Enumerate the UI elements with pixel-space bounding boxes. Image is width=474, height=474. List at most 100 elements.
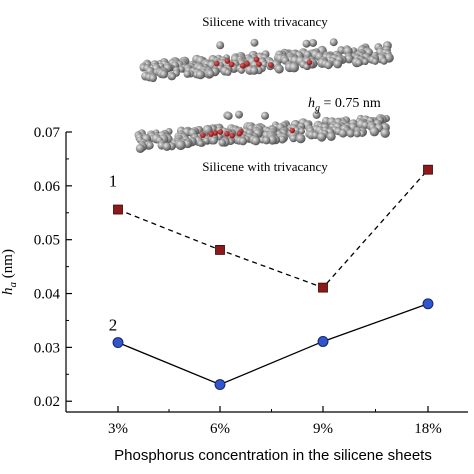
silicon-atom (380, 57, 388, 65)
y-tick-label: 0.04 (34, 287, 61, 303)
silicon-atom (298, 127, 306, 135)
silicon-atom (162, 142, 172, 151)
data-point-series-1 (423, 164, 433, 175)
series-label-1: 1 (109, 172, 118, 191)
y-tick-label: 0.06 (34, 179, 61, 195)
phosphorus-atom (224, 131, 230, 137)
silicon-atom (289, 134, 298, 143)
x-tick-label: 18% (414, 421, 442, 437)
silicon-atom (267, 135, 277, 145)
axes (65, 132, 468, 413)
y-axis-label: ha (nm) (0, 249, 19, 295)
phosphorus-atom (200, 132, 206, 138)
silicon-atom (380, 128, 390, 138)
silicon-atom (262, 136, 271, 145)
gap-label-sub: g (315, 103, 320, 114)
phosphorus-atom (236, 130, 243, 137)
silicon-atom (218, 139, 227, 147)
data-point-series-1 (318, 282, 328, 293)
silicon-atom (369, 126, 380, 137)
y-axis-label-unit: (nm) (0, 249, 16, 282)
data-point-series-2 (112, 337, 124, 348)
silicon-atom (175, 140, 186, 151)
silicon-atom (238, 66, 246, 74)
x-ticks: 3% 6% 9% 18% (108, 406, 442, 437)
y-axis-label-sub: a (7, 281, 19, 287)
phosphorus-atom (253, 56, 260, 63)
silicon-atom (250, 66, 259, 75)
adatom (329, 38, 338, 47)
phosphorus-atom (306, 59, 313, 66)
phosphorus-atom (208, 131, 214, 137)
series-line-1 (117, 169, 429, 289)
silicon-atom (169, 73, 176, 80)
silicon-atom (135, 143, 145, 153)
phosphorus-atom (244, 61, 250, 67)
gap-label-value: = 0.75 nm (320, 96, 381, 111)
adatom (224, 111, 233, 120)
silicon-atom (353, 130, 361, 138)
phosphorus-atom (239, 62, 246, 69)
silicon-atom (251, 136, 261, 146)
y-ticks: 0.02 0.03 0.04 0.05 0.06 0.07 (34, 125, 72, 410)
silicon-atom (361, 58, 369, 66)
x-tick-label: 3% (108, 421, 128, 437)
bottom-structure-label: Silicene with trivacancy (202, 159, 328, 174)
phosphorus-atom (213, 60, 220, 67)
silicon-atom (274, 64, 284, 74)
data-point-series-2 (422, 298, 434, 310)
phosphorus-atom (224, 58, 231, 64)
phosphorus-atom (267, 62, 274, 68)
silicon-atom (146, 141, 154, 150)
adatom (250, 38, 259, 47)
adatom (235, 110, 244, 119)
adatom (312, 110, 321, 119)
silicon-atom (195, 70, 205, 80)
series-label-2: 2 (109, 316, 118, 335)
silicene-sheet-bottom-illustration (134, 110, 391, 153)
x-tick-label: 6% (210, 421, 230, 437)
phosphorus-atom (217, 129, 224, 135)
y-tick-label: 0.02 (34, 394, 60, 410)
series-layer: 12 (109, 164, 434, 390)
silicon-atom (206, 69, 215, 78)
silicon-atom (355, 59, 363, 67)
x-axis-label: Phosphorus concentration in the silicene… (114, 447, 432, 464)
silicon-atom (295, 133, 306, 144)
y-axis-label-main: h (0, 287, 16, 295)
silicon-atom (324, 61, 333, 70)
x-tick-label: 9% (313, 421, 333, 437)
silicon-atom (159, 70, 168, 79)
gap-label-main: h (308, 96, 315, 111)
series-line-2 (117, 303, 429, 386)
data-point-series-1 (215, 245, 225, 255)
adatom (261, 111, 270, 120)
silicene-sheet-top-illustration (139, 38, 394, 83)
data-point-series-1 (113, 204, 123, 215)
silicon-atom (333, 59, 343, 69)
phosphorus-atom (228, 61, 235, 68)
silicon-atom (346, 129, 355, 138)
silicon-atom (149, 74, 157, 83)
silicon-atom (344, 54, 354, 64)
silicon-atom (238, 137, 248, 146)
silicon-atom (278, 135, 287, 144)
silicon-atom (317, 132, 327, 142)
y-tick-label: 0.03 (34, 340, 60, 356)
data-point-series-2 (214, 379, 226, 390)
phosphorus-atom (256, 61, 262, 67)
silicon-atom (197, 140, 205, 147)
silicon-atom (338, 129, 348, 138)
silicon-atom (358, 130, 366, 137)
data-point-series-2 (317, 336, 329, 347)
y-tick-label: 0.07 (34, 125, 61, 141)
silicon-atom (224, 69, 232, 76)
phosphorus-atom (289, 127, 295, 134)
adatom (216, 41, 225, 50)
phosphorus-atom (229, 132, 236, 139)
silicon-atom (326, 131, 336, 141)
silicon-atom (371, 58, 379, 65)
silicon-atom (209, 136, 218, 145)
top-structure-label: Silicene with trivacancy (202, 14, 328, 29)
